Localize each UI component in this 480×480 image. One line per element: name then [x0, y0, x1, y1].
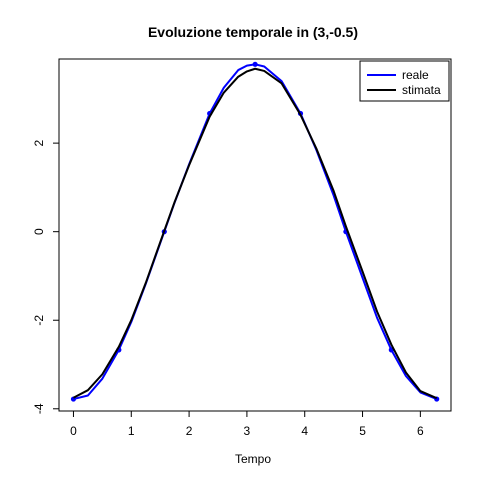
chart-title: Evoluzione temporale in (3,-0.5) [148, 24, 358, 40]
x-tick-label: 2 [186, 424, 193, 438]
legend-box [359, 60, 450, 102]
series-line-stimata [72, 67, 438, 400]
x-tick-label: 5 [359, 424, 366, 438]
x-tick-label: 0 [70, 424, 77, 438]
series-layer [70, 61, 440, 402]
legend-label-stimata: stimata [402, 83, 441, 97]
x-tick-label: 3 [244, 424, 251, 438]
x-tick-label: 4 [301, 424, 308, 438]
x-tick-label: 6 [417, 424, 424, 438]
x-axis: 0 1 2 3 4 5 6 [70, 410, 424, 438]
x-axis-label: Tempo [235, 452, 271, 466]
x-tick-label: 1 [128, 424, 135, 438]
y-tick-label: -4 [32, 403, 46, 414]
plot-frame [58, 58, 452, 412]
data-point-reale [252, 61, 258, 67]
y-tick-label: 2 [32, 139, 46, 146]
legend: reale stimata [359, 60, 450, 102]
y-tick-label: -2 [32, 315, 46, 326]
y-tick-label: 0 [32, 228, 46, 235]
series-line-reale [73, 63, 438, 401]
legend-label-reale: reale [402, 68, 429, 82]
y-axis: -4 -2 0 2 [32, 139, 60, 414]
